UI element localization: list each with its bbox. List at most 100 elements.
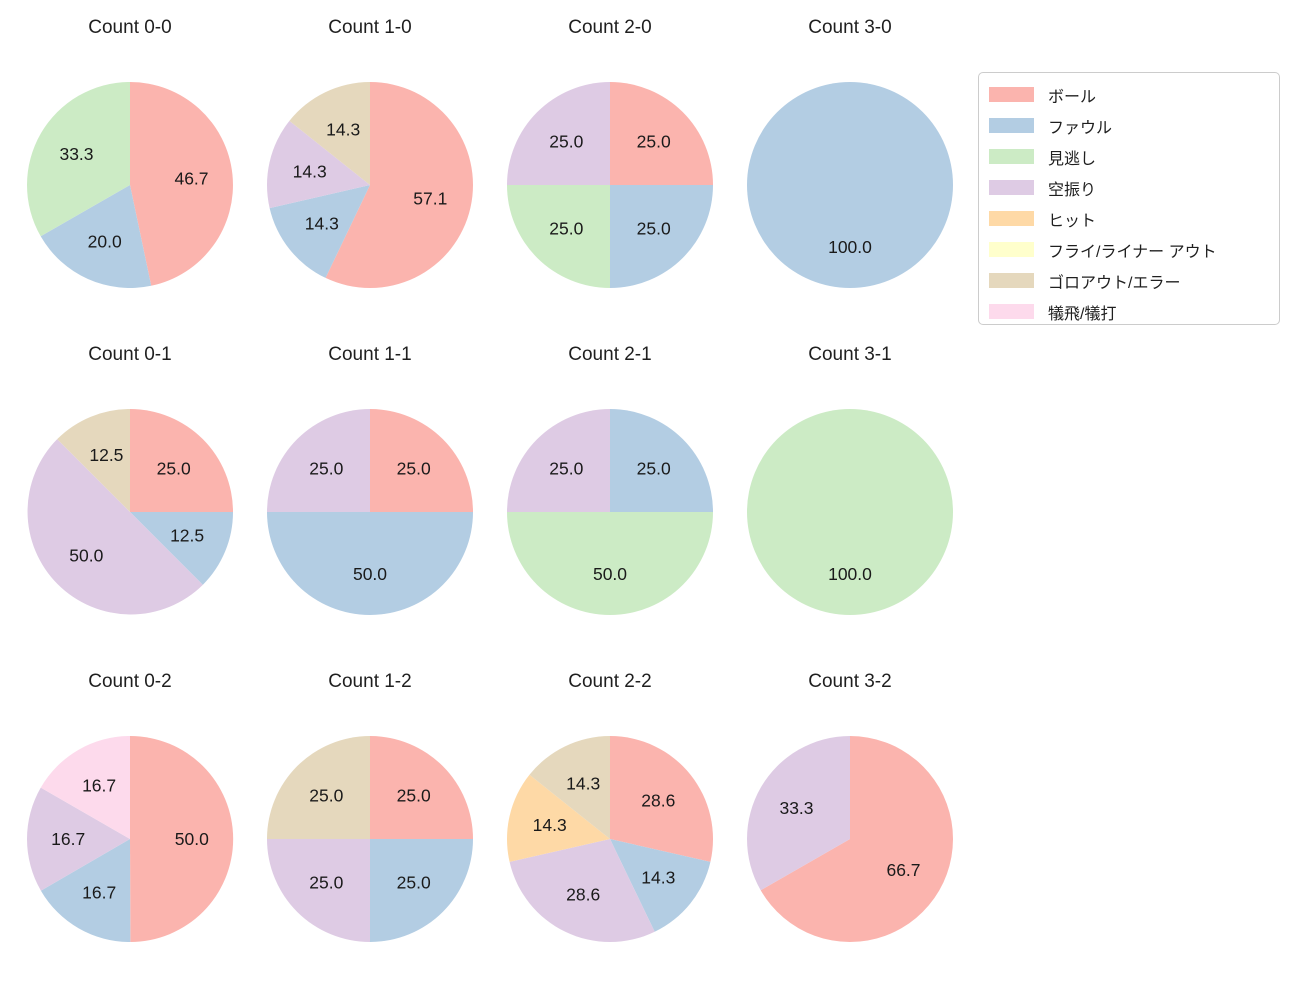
pie-slice-value: 12.5 xyxy=(170,526,204,546)
chart-title-0-2: Count 0-2 xyxy=(88,671,172,692)
legend-label-swinging-strike: 空振り xyxy=(1048,181,1097,199)
legend-label-ball: ボール xyxy=(1048,88,1097,106)
pie-slice-value: 25.0 xyxy=(157,458,191,478)
pie-slice-value: 25.0 xyxy=(637,458,671,478)
pie-chart-1-2: 25.0 25.0 25.0 25.0 xyxy=(267,736,473,942)
pie-slice-value: 14.3 xyxy=(566,773,600,793)
pie-slice-value: 100.0 xyxy=(828,237,872,257)
pie-slice-value: 46.7 xyxy=(174,169,208,189)
pie-slice-value: 25.0 xyxy=(309,458,343,478)
pie-slice-value: 14.3 xyxy=(641,868,675,888)
pie-chart-3-1: 100.0 xyxy=(747,409,953,615)
pie-chart-cell-2-2: Count 2-2 28.6 14.3 28.6 14.3 14.3 xyxy=(490,668,730,945)
pie-slice-value: 28.6 xyxy=(641,791,675,811)
pie-slice-value: 25.0 xyxy=(549,458,583,478)
pie-slice xyxy=(747,82,953,288)
pie-chart-cell-0-1: Count 0-1 25.0 12.5 50.0 12.5 xyxy=(10,341,250,618)
legend-swatch-fly-liner-out xyxy=(989,242,1034,257)
pie-chart-1-0: 57.1 14.3 14.3 14.3 xyxy=(266,82,473,288)
pie-slice-value: 66.7 xyxy=(886,860,920,880)
pie-chart-cell-2-0: Count 2-0 25.0 25.0 25.0 25.0 xyxy=(490,14,730,291)
pie-slice xyxy=(507,409,610,512)
pie-slice-value: 25.0 xyxy=(397,873,431,893)
legend-item-sacrifice: 犠飛/犠打 xyxy=(979,296,1279,327)
pie-slice xyxy=(40,736,130,839)
legend: ボール ファウル 見逃し 空振り ヒット フライ/ライナー アウト ゴロアウト/… xyxy=(978,72,1280,325)
pie-slice xyxy=(130,82,233,286)
pie-slice xyxy=(507,82,610,185)
pie-slice-value: 100.0 xyxy=(828,564,872,584)
pie-slice xyxy=(266,120,370,209)
pie-slice-value: 25.0 xyxy=(397,785,431,805)
pie-chart-cell-2-1: Count 2-1 25.0 50.0 25.0 xyxy=(490,341,730,618)
pie-slice-value: 14.3 xyxy=(533,815,567,835)
pie-slice-value: 16.7 xyxy=(51,829,85,849)
pie-slice xyxy=(57,409,130,512)
legend-label-sacrifice: 犠飛/犠打 xyxy=(1048,305,1117,323)
pie-chart-0-1: 25.0 12.5 50.0 12.5 xyxy=(27,409,233,615)
pie-chart-0-0: 46.7 20.0 33.3 xyxy=(27,82,233,288)
pie-slice-value: 33.3 xyxy=(779,798,813,818)
pie-slice xyxy=(130,512,233,585)
pie-slice-value: 50.0 xyxy=(175,829,209,849)
legend-item-groundout-error: ゴロアウト/エラー xyxy=(979,265,1279,296)
chart-title-2-1: Count 2-1 xyxy=(568,344,652,365)
pie-slice xyxy=(610,839,711,932)
pie-chart-2-2: 28.6 14.3 28.6 14.3 14.3 xyxy=(506,736,714,943)
pie-slice xyxy=(509,839,655,943)
pie-slice xyxy=(40,185,152,288)
pie-chart-cell-1-1: Count 1-1 25.0 50.0 25.0 xyxy=(250,341,490,618)
chart-title-3-2: Count 3-2 xyxy=(808,671,892,692)
pie-slice-value: 57.1 xyxy=(413,189,447,209)
legend-swatch-sacrifice xyxy=(989,304,1034,319)
legend-label-hit: ヒット xyxy=(1048,212,1097,230)
pie-slice-value: 25.0 xyxy=(637,131,671,151)
pie-slice xyxy=(507,185,610,288)
legend-swatch-swinging-strike xyxy=(989,180,1034,195)
pie-slice xyxy=(507,512,713,615)
legend-item-swinging-strike: 空振り xyxy=(979,172,1279,203)
pie-chart-3-2: 66.7 33.3 xyxy=(747,736,954,942)
pie-chart-cell-1-2: Count 1-2 25.0 25.0 25.0 25.0 xyxy=(250,668,490,945)
pie-chart-2-1: 25.0 50.0 25.0 xyxy=(507,409,713,615)
pie-slice xyxy=(267,409,370,512)
legend-item-called-strike: 見逃し xyxy=(979,141,1279,172)
pie-slice xyxy=(40,839,131,943)
pie-slice xyxy=(370,409,473,512)
pie-slice-value: 25.0 xyxy=(309,873,343,893)
legend-swatch-groundout-error xyxy=(989,273,1034,288)
pie-slice xyxy=(610,736,714,862)
chart-title-3-1: Count 3-1 xyxy=(808,344,892,365)
chart-title-1-2: Count 1-2 xyxy=(328,671,412,692)
legend-swatch-called-strike xyxy=(989,149,1034,164)
pie-slice xyxy=(27,82,130,237)
legend-label-fly-liner-out: フライ/ライナー アウト xyxy=(1048,243,1217,261)
pie-slice-value: 14.3 xyxy=(326,119,360,139)
legend-item-foul: ファウル xyxy=(979,110,1279,141)
chart-title-0-1: Count 0-1 xyxy=(88,344,172,365)
pie-slice-value: 14.3 xyxy=(305,214,339,234)
pie-slice-value: 25.0 xyxy=(637,219,671,239)
pie-slice xyxy=(370,736,473,839)
legend-item-hit: ヒット xyxy=(979,203,1279,234)
chart-title-2-2: Count 2-2 xyxy=(568,671,652,692)
pie-slice-value: 25.0 xyxy=(549,219,583,239)
chart-title-1-1: Count 1-1 xyxy=(328,344,412,365)
pie-slice xyxy=(27,787,131,891)
pie-slice xyxy=(325,82,473,288)
legend-swatch-ball xyxy=(989,87,1034,102)
pie-slice-value: 16.7 xyxy=(82,776,116,796)
pie-slice-value: 50.0 xyxy=(353,564,387,584)
chart-title-3-0: Count 3-0 xyxy=(808,17,892,38)
pie-chart-cell-3-1: Count 3-1 100.0 xyxy=(730,341,970,618)
pie-slice xyxy=(760,736,954,942)
pie-chart-cell-0-2: Count 0-2 50.0 16.7 16.7 16.7 xyxy=(10,668,250,945)
pie-chart-0-2: 50.0 16.7 16.7 16.7 xyxy=(27,735,234,943)
pie-slice xyxy=(130,735,234,942)
pie-chart-cell-3-2: Count 3-2 66.7 33.3 xyxy=(730,668,970,945)
pie-slice xyxy=(747,409,953,615)
legend-label-called-strike: 見逃し xyxy=(1048,150,1097,168)
pie-slice-value: 50.0 xyxy=(69,546,103,566)
pie-slice-value: 25.0 xyxy=(549,131,583,151)
